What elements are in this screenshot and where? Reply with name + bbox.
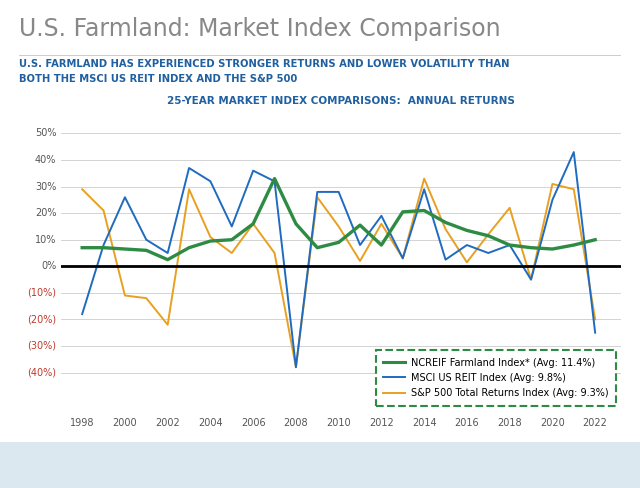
- Text: 30%: 30%: [35, 182, 56, 192]
- Text: Note:   * Consists of 1,315 U.S. agricultural properties worth approximately $15: Note: * Consists of 1,315 U.S. agricultu…: [384, 446, 640, 461]
- Text: 50%: 50%: [35, 128, 56, 139]
- Text: 20%: 20%: [35, 208, 56, 218]
- Text: U.S. Farmland: Market Index Comparison: U.S. Farmland: Market Index Comparison: [19, 17, 501, 41]
- Title: 25-YEAR MARKET INDEX COMPARISONS:  ANNUAL RETURNS: 25-YEAR MARKET INDEX COMPARISONS: ANNUAL…: [167, 96, 515, 106]
- Text: GLADSTONE LAND: GLADSTONE LAND: [61, 458, 168, 468]
- Legend: NCREIF Farmland Index* (Avg: 11.4%), MSCI US REIT Index (Avg: 9.8%), S&P 500 Tot: NCREIF Farmland Index* (Avg: 11.4%), MSC…: [376, 350, 616, 406]
- Text: ❖: ❖: [35, 458, 45, 468]
- Text: 0%: 0%: [41, 261, 56, 271]
- Text: 7: 7: [12, 456, 20, 469]
- Text: (10%): (10%): [28, 288, 56, 298]
- Text: (30%): (30%): [28, 341, 56, 351]
- Text: U.S. FARMLAND HAS EXPERIENCED STRONGER RETURNS AND LOWER VOLATILITY THAN
BOTH TH: U.S. FARMLAND HAS EXPERIENCED STRONGER R…: [19, 60, 509, 84]
- Text: (40%): (40%): [28, 367, 56, 378]
- Text: (20%): (20%): [27, 314, 56, 325]
- Text: 40%: 40%: [35, 155, 56, 165]
- Text: 10%: 10%: [35, 235, 56, 244]
